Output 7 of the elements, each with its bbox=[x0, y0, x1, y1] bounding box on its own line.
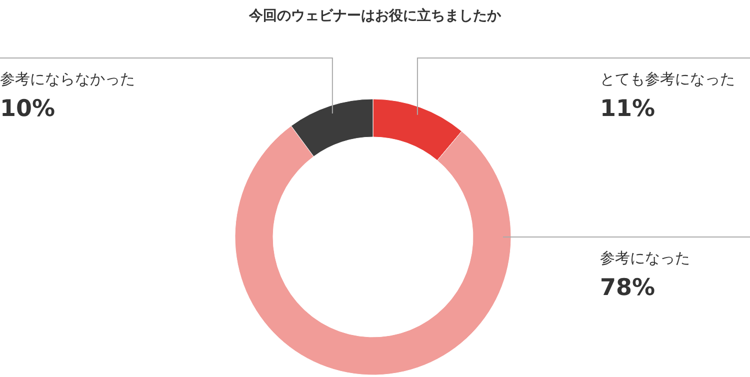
data-label: 10% bbox=[0, 96, 56, 122]
slice-label: とても参考になった bbox=[600, 70, 735, 88]
slice-label: 参考にならなかった bbox=[0, 70, 135, 88]
chart-title: 今回のウェビナーはお役に立ちましたか bbox=[248, 7, 502, 24]
data-label: 11% bbox=[600, 96, 656, 122]
data-label: 78% bbox=[600, 275, 656, 301]
slice-label: 参考になった bbox=[600, 249, 690, 267]
